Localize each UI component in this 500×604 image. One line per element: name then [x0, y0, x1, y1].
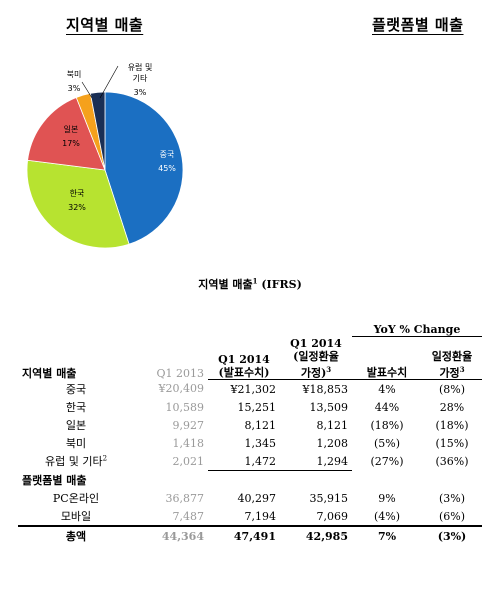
region-q1-2014: 1,345	[244, 436, 277, 450]
table-row: 모바일 7,487 7,194 7,069 (4%) (6%)	[18, 507, 482, 526]
pie-slice	[26, 159, 130, 249]
region-yoy-cc: (8%)	[438, 382, 466, 396]
pie-slice-label: 한국	[70, 189, 85, 198]
platform-q1-2014: 7,194	[244, 509, 277, 523]
platform-q1-2014: 40,297	[237, 491, 277, 505]
pie-slice	[104, 91, 184, 245]
region-sales-heading: 지역별 매출	[66, 16, 144, 34]
region-q1-2014: 8,121	[244, 418, 277, 432]
header-region: 지역별 매출	[22, 366, 77, 380]
yoy-header: YoY % Change	[352, 318, 482, 337]
region-label: 북미	[65, 437, 87, 451]
total-label: 총액	[18, 525, 134, 546]
total-row: 총액 44,364 47,491 42,985 7% (3%)	[18, 525, 482, 546]
platform-yoy-cc: (6%)	[438, 509, 466, 523]
region-yoy-cc: 28%	[439, 400, 465, 414]
pie-slice-percent: 45%	[158, 164, 176, 173]
region-yoy-cc: (36%)	[435, 454, 469, 468]
platform-q1-2014-cc: 7,069	[316, 509, 349, 523]
total-yoy-cc: (3%)	[422, 525, 482, 546]
pie-slice-percent: 17%	[62, 139, 80, 148]
region-yoy: (27%)	[370, 454, 404, 468]
platform-yoy-cc: (3%)	[438, 491, 466, 505]
pie-slice-label: 중국	[160, 150, 175, 159]
platform-yoy: (4%)	[373, 509, 401, 523]
region-q1-2013: ¥20,409	[158, 382, 205, 396]
region-label: 한국	[65, 401, 87, 415]
region-yoy: (18%)	[370, 418, 404, 432]
region-q1-2014-cc: 8,121	[316, 418, 349, 432]
pie-slice-label: 북미	[67, 70, 82, 79]
pie-slice-percent: 3%	[134, 88, 147, 97]
platform-sales-heading: 플랫폼별 매출	[372, 16, 464, 34]
region-yoy: (5%)	[373, 436, 401, 450]
platform-q1-2013: 7,487	[172, 509, 205, 523]
table-title: 지역별 매출1 (IFRS)	[198, 276, 302, 291]
total-yoy: 7%	[352, 525, 422, 546]
region-q1-2013: 10,589	[165, 400, 205, 414]
region-q1-2014-cc: ¥18,853	[302, 382, 349, 396]
pie-slice-label: 일본	[64, 125, 79, 134]
pie-leader-line	[81, 81, 93, 99]
platform-q1-2014-cc: 35,915	[309, 491, 349, 505]
total-q1-2013: 44,364	[134, 525, 208, 546]
platform-label: PC온라인	[52, 492, 100, 506]
region-q1-2014-cc: 1,294	[280, 452, 352, 472]
pie-slice-percent: 32%	[68, 203, 86, 212]
platform-label: 모바일	[60, 510, 92, 524]
region-yoy: 4%	[378, 382, 396, 396]
region-q1-2014-cc: 13,509	[309, 400, 349, 414]
table-row: 중국 ¥20,409 ¥21,302 ¥18,853 4% (8%)	[18, 380, 482, 399]
header-yoy-reported: 발표수치	[352, 336, 422, 381]
sales-table: YoY % Change 지역별 매출 Q1 2013 Q1 2014 (발표수치…	[18, 318, 482, 546]
table-row: 유럽 및 기타2 2,021 1,472 1,294 (27%) (36%)	[18, 452, 482, 472]
pie-slice-label: 유럽 및	[128, 62, 153, 72]
total-q1-2014-cc: 42,985	[280, 525, 352, 546]
header-q1-2014-cc: Q1 2014 (일정환율 가정)3	[280, 336, 352, 381]
header-q1-2013: Q1 2013	[156, 366, 204, 380]
table-row: 일본 9,927 8,121 8,121 (18%) (18%)	[18, 416, 482, 434]
region-yoy: 44%	[374, 400, 400, 414]
region-q1-2014: ¥21,302	[230, 382, 277, 396]
region-q1-2014: 15,251	[237, 400, 277, 414]
region-pie-chart: 중국 45% 한국 32% 일본 17% 북미 3% 유럽 및기타 3%	[26, 62, 184, 249]
platform-section-label: 플랫폼별 매출	[22, 474, 87, 488]
table-row: 한국 10,589 15,251 13,509 44% 28%	[18, 398, 482, 416]
region-q1-2013: 9,927	[172, 418, 205, 432]
header-yoy-cc: 일정환율 가정3	[422, 336, 482, 381]
platform-yoy: 9%	[378, 491, 396, 505]
region-q1-2013: 1,418	[172, 436, 205, 450]
total-q1-2014: 47,491	[208, 525, 280, 546]
platform-q1-2013: 36,877	[165, 491, 205, 505]
region-label: 유럽 및 기타2	[44, 454, 108, 469]
region-yoy-cc: (15%)	[435, 436, 469, 450]
table-row: 북미 1,418 1,345 1,208 (5%) (15%)	[18, 434, 482, 452]
region-q1-2013: 2,021	[172, 454, 205, 468]
pie-slice	[89, 91, 106, 171]
region-label: 일본	[65, 419, 87, 433]
region-yoy-cc: (18%)	[435, 418, 469, 432]
header-q1-2014: Q1 2014 (발표수치)	[208, 336, 280, 381]
pie-leader-line	[99, 65, 119, 99]
region-q1-2014-cc: 1,208	[316, 436, 349, 450]
pie-slice-label: 기타	[133, 74, 148, 83]
table-row: PC온라인 36,877 40,297 35,915 9% (3%)	[18, 489, 482, 507]
region-label: 중국	[65, 382, 87, 396]
region-q1-2014: 1,472	[208, 452, 280, 472]
pie-slice-percent: 3%	[68, 84, 81, 93]
pie-slice	[27, 96, 106, 171]
